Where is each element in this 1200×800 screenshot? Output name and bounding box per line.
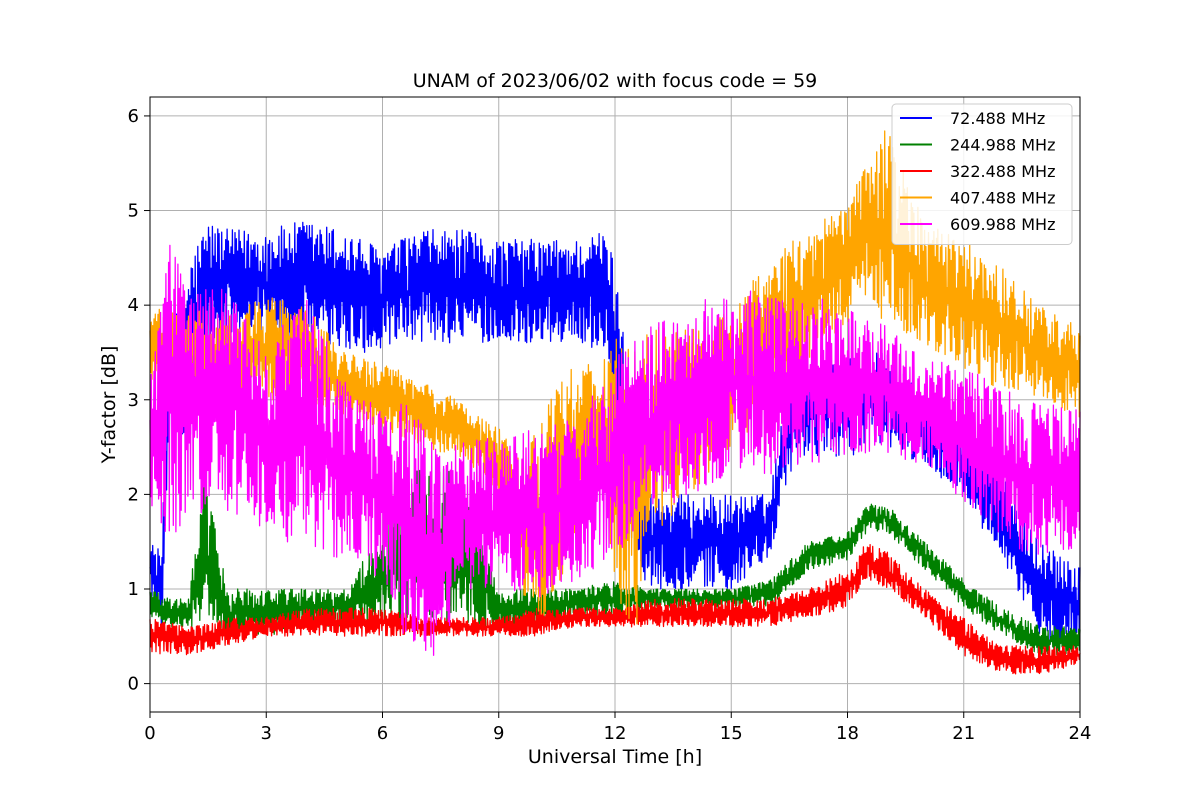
y-tick-label: 4 — [128, 295, 139, 316]
legend-label: 322.488 MHz — [950, 162, 1055, 181]
x-tick-label: 3 — [261, 723, 272, 744]
y-tick-label: 3 — [128, 390, 139, 411]
legend-label: 407.488 MHz — [950, 189, 1055, 208]
legend: 72.488 MHz 244.988 MHz 322.488 MHz 407.488 … — [891, 103, 1073, 245]
x-tick-label: 12 — [604, 723, 627, 744]
legend-label: 244.988 MHz — [950, 136, 1055, 155]
y-tick-label: 0 — [128, 674, 139, 695]
y-axis-label: Y-factor [dB] — [98, 346, 120, 465]
series-line-4 — [149, 244, 1081, 656]
legend-box — [891, 103, 1073, 245]
x-tick-label: 24 — [1069, 723, 1092, 744]
y-tick-label: 6 — [128, 106, 139, 127]
x-tick-label: 21 — [952, 723, 975, 744]
legend-label: 609.988 MHz — [950, 215, 1055, 234]
x-axis-label: Universal Time [h] — [528, 746, 702, 768]
series-line-2 — [149, 544, 1081, 675]
legend-label: 72.488 MHz — [950, 109, 1045, 128]
y-tick-label: 1 — [128, 579, 139, 600]
x-tick-label: 6 — [377, 723, 388, 744]
y-tick-label: 2 — [128, 484, 139, 505]
chart-title: UNAM of 2023/06/02 with focus code = 59 — [413, 70, 818, 92]
x-tick-label: 15 — [720, 723, 743, 744]
x-tick-label: 9 — [493, 723, 504, 744]
x-tick-label: 18 — [836, 723, 859, 744]
series-layer — [149, 130, 1081, 675]
x-tick-label: 0 — [144, 723, 155, 744]
series-line-1 — [149, 468, 1081, 656]
y-tick-label: 5 — [128, 201, 139, 222]
